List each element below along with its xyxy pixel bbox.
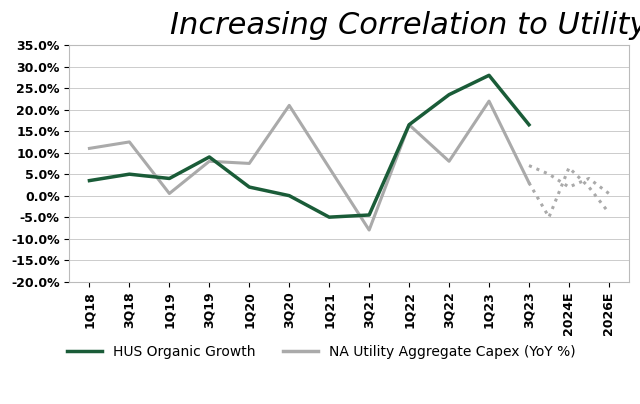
Text: Increasing Correlation to Utility CAPEX: Increasing Correlation to Utility CAPEX <box>170 11 640 40</box>
Legend: HUS Organic Growth, NA Utility Aggregate Capex (YoY %): HUS Organic Growth, NA Utility Aggregate… <box>61 339 581 364</box>
